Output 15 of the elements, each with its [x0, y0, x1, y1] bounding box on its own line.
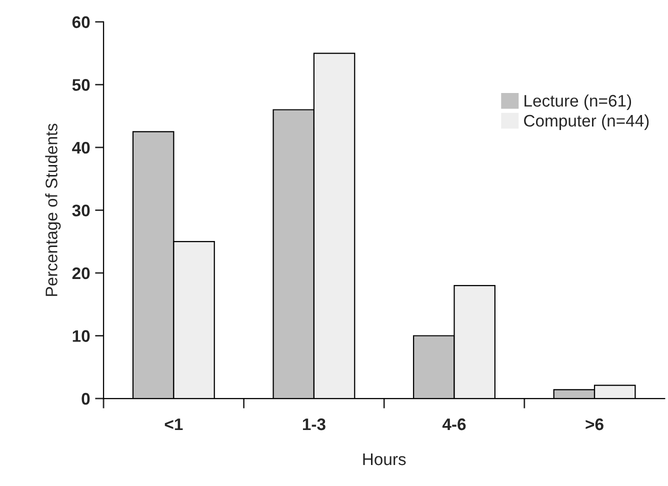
y-axis-title: Percentage of Students [45, 124, 61, 296]
x-tick-label: <1 [164, 418, 183, 430]
legend-label: Lecture (n=61) [524, 94, 632, 110]
y-tick-label: 20 [72, 267, 90, 280]
y-tick-label: 10 [72, 330, 90, 342]
y-tick-label: 60 [72, 16, 90, 28]
y-tick-label: 40 [72, 142, 90, 154]
x-tick-label: 1-3 [302, 418, 326, 430]
y-tick-label: 0 [82, 392, 90, 405]
legend-label: Computer (n=44) [524, 114, 649, 130]
x-axis-title: Hours [363, 454, 406, 466]
y-tick-label: 50 [72, 79, 90, 91]
y-tick-label: 30 [72, 204, 90, 216]
x-tick-label: 4-6 [442, 418, 466, 430]
x-tick-label: >6 [586, 418, 604, 430]
